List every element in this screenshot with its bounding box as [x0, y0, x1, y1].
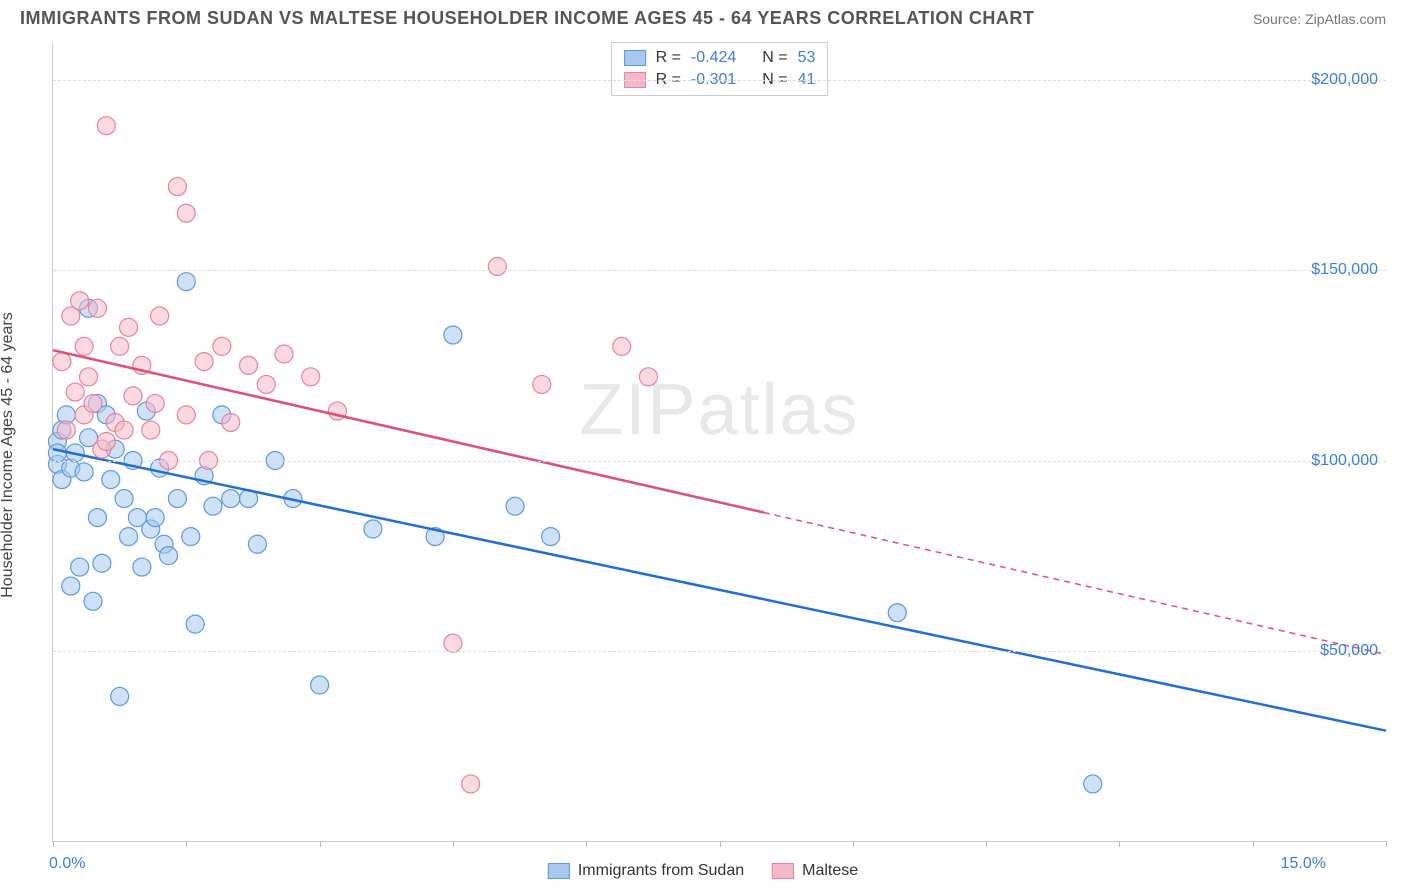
- source-label: Source: ZipAtlas.com: [1253, 11, 1386, 27]
- legend-row-sudan: R = -0.424 N = 53: [624, 47, 816, 69]
- legend-correlation: R = -0.424 N = 53 R = -0.301 N = 41: [611, 42, 829, 96]
- y-tick-label: $50,000: [1320, 642, 1378, 660]
- chart-title: IMMIGRANTS FROM SUDAN VS MALTESE HOUSEHO…: [20, 8, 1034, 29]
- legend-item-maltese: Maltese: [772, 862, 858, 880]
- swatch-sudan-bottom-icon: [548, 863, 570, 879]
- legend-n-label: N =: [762, 49, 787, 67]
- legend-item-sudan: Immigrants from Sudan: [548, 862, 744, 880]
- legend-label-maltese: Maltese: [802, 862, 858, 880]
- legend-n-value-sudan: 53: [798, 49, 816, 67]
- swatch-sudan-icon: [624, 50, 646, 66]
- legend-series: Immigrants from Sudan Maltese: [548, 862, 858, 880]
- y-axis-title: Householder Income Ages 45 - 64 years: [0, 312, 17, 598]
- legend-label-sudan: Immigrants from Sudan: [578, 862, 744, 880]
- swatch-maltese-bottom-icon: [772, 863, 794, 879]
- y-tick-label: $200,000: [1311, 71, 1378, 89]
- x-axis-max-label: 15.0%: [1281, 855, 1326, 873]
- legend-r-value-sudan: -0.424: [691, 49, 736, 67]
- scatter-svg: [53, 42, 1386, 841]
- y-tick-label: $100,000: [1311, 452, 1378, 470]
- legend-r-label: R =: [656, 49, 681, 67]
- y-tick-label: $150,000: [1311, 261, 1378, 279]
- chart-plot-area: ZIPatlas R = -0.424 N = 53 R = -0.301 N …: [52, 42, 1386, 842]
- x-axis-min-label: 0.0%: [49, 855, 85, 873]
